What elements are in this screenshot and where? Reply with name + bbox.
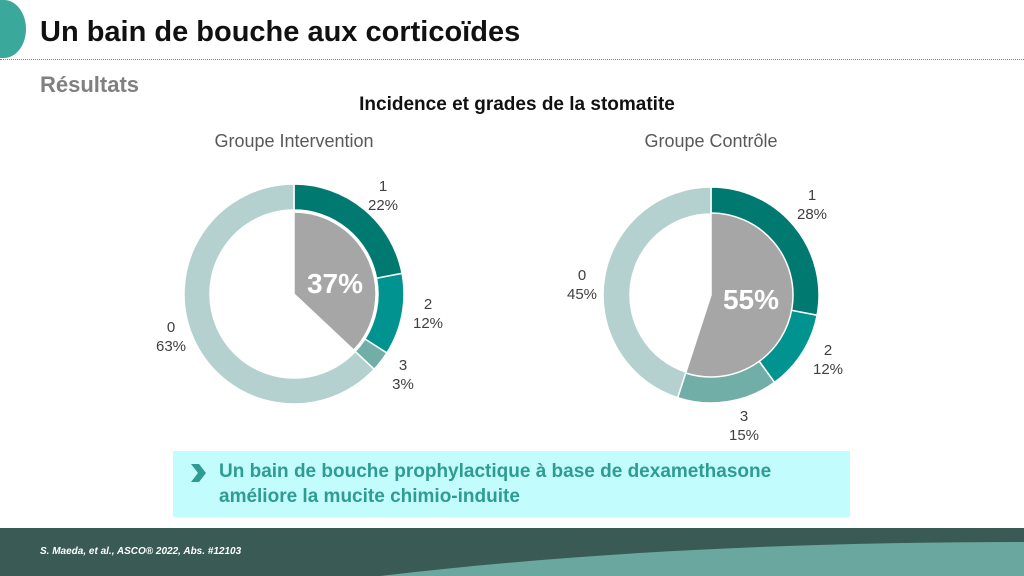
title-divider [0,59,1024,60]
callout-line-1: Un bain de bouche prophylactique à base … [219,461,772,482]
intervention-slice-1-label: 1 22% [368,177,398,215]
citation: S. Maeda, et al., ASCO® 2022, Abs. #1210… [40,546,242,557]
group-control-label: Groupe Contrôle [644,131,778,151]
intervention-slice-3-grade: 3 [398,357,408,374]
control-slice-0-label: 0 45% [567,266,597,304]
chevron-right-icon [191,464,206,482]
control-slice-1-label: 1 28% [797,186,827,224]
footer-band [0,528,1024,576]
control-center-value: 55% [722,284,780,315]
corner-accent-shape [0,0,26,58]
callout-line-2: améliore la mucite chimio-induite [219,486,520,507]
key-message-callout: Un bain de bouche prophylactique à base … [173,451,850,517]
control-slice-3-grade: 3 [739,408,749,425]
intervention-center-value: 37% [306,268,364,299]
control-slice-0-pct: 45% [566,286,598,303]
intervention-slice-2-grade: 2 [423,296,433,313]
intervention-slice-0-label: 0 63% [156,318,186,356]
control-slice-0-grade: 0 [577,267,587,284]
intervention-slice-0-grade: 0 [166,319,176,336]
control-slice-2-grade: 2 [823,342,833,359]
intervention-slice-1-pct: 22% [367,197,399,214]
control-slice-3-label: 3 15% [729,407,759,445]
intervention-slice-2-pct: 12% [412,315,444,332]
intervention-slice-0-pct: 63% [155,338,187,355]
intervention-incidence-sector [293,211,377,352]
control-slice-1-grade: 1 [807,187,817,204]
control-slice-2-label: 2 12% [813,341,843,379]
callout-text: Un bain de bouche prophylactique à base … [219,459,771,509]
slide-subtitle: Résultats [40,72,140,97]
control-slice-1-pct: 28% [796,206,828,223]
control-donut-slice-grade-0 [602,186,712,399]
control-incidence-sector [684,212,794,378]
intervention-donut-slice-grade-0 [183,183,376,405]
intervention-slice-1-grade: 1 [378,178,388,195]
slide-title: Un bain de bouche aux corticoïdes [40,16,521,48]
intervention-slice-2-label: 2 12% [413,295,443,333]
intervention-slice-3-label: 3 3% [392,356,414,394]
intervention-slice-3-pct: 3% [392,376,414,393]
chart-title: Incidence et grades de la stomatite [359,94,675,115]
group-intervention-label: Groupe Intervention [214,131,374,151]
control-slice-3-pct: 15% [728,427,760,444]
control-slice-2-pct: 12% [812,361,844,378]
